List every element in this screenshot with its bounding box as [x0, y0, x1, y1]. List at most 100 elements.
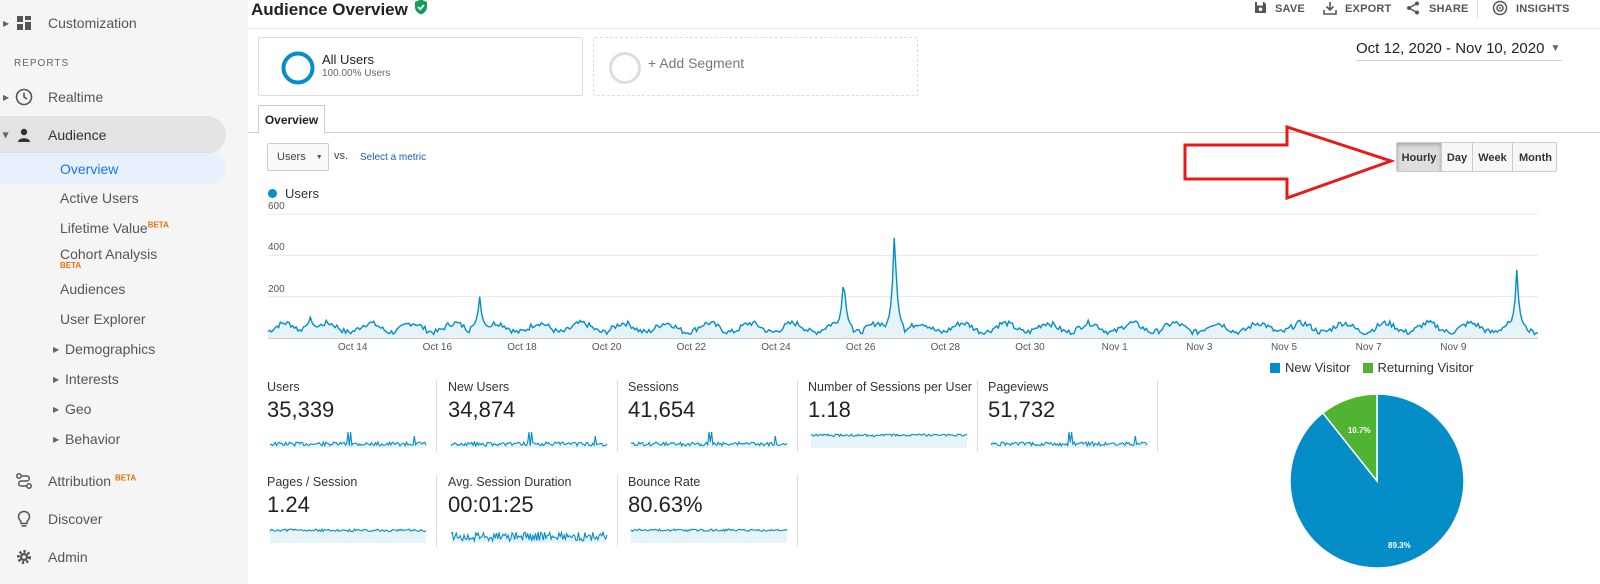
- export-label: EXPORT: [1345, 3, 1392, 15]
- sidebar-item-label: Cohort Analysis: [60, 246, 158, 262]
- floppy-disk-icon: [1254, 1, 1267, 17]
- date-range-underline: [1356, 60, 1562, 61]
- insights-icon: [1492, 0, 1508, 19]
- caret-right-icon: ▶: [53, 404, 60, 414]
- metric-label: Pageviews: [988, 380, 1049, 394]
- sidebar-item-label: Audiences: [60, 281, 126, 297]
- tab-overview[interactable]: Overview: [258, 105, 325, 133]
- metric-sparkline: [810, 433, 968, 448]
- sidebar-item-cohort-analysis[interactable]: Cohort Analysis BETA: [0, 240, 230, 276]
- metric-tile[interactable]: Bounce Rate 80.63%: [628, 475, 788, 545]
- sidebar-item-active-users[interactable]: Active Users: [0, 183, 230, 213]
- sidebar-item-label: Geo: [65, 401, 92, 417]
- metric-value: 80.63%: [628, 492, 703, 517]
- nav-discover[interactable]: Discover: [0, 502, 232, 536]
- verified-shield-icon: [414, 0, 428, 20]
- x-tick-label: Oct 30: [1015, 342, 1045, 353]
- x-tick-label: Oct 24: [761, 342, 791, 353]
- users-line-chart-svg: [267, 213, 1539, 339]
- attribution-text: Attribution: [48, 473, 112, 489]
- sidebar-item-overview[interactable]: Overview: [0, 153, 226, 184]
- metric-sparkline: [630, 431, 788, 448]
- red-arrow-annotation: [1183, 125, 1395, 201]
- caret-right-icon: ▶: [53, 374, 60, 384]
- save-button[interactable]: SAVE: [1254, 0, 1305, 18]
- nav-admin[interactable]: Admin: [0, 540, 232, 574]
- sidebar: ▶ Customization REPORTS ▶ Realtime ▶ Aud…: [0, 0, 248, 584]
- sparkline-fill: [270, 529, 426, 543]
- metric-value: 51,732: [988, 397, 1056, 422]
- metric-tile[interactable]: Pageviews 51,732: [988, 380, 1148, 450]
- x-tick-label: Oct 22: [676, 342, 707, 353]
- beta-badge: BETA: [60, 261, 82, 270]
- caret-right-icon: ▶: [53, 434, 60, 444]
- nav-customization-label: Customization: [48, 15, 137, 31]
- nav-audience[interactable]: ▶ Audience: [0, 116, 226, 154]
- month-button[interactable]: Month: [1513, 143, 1556, 171]
- segment-name: All Users: [322, 52, 375, 67]
- sidebar-item-interests[interactable]: ▶ Interests: [0, 364, 230, 394]
- nav-admin-label: Admin: [48, 549, 88, 565]
- legend-dot-icon: [268, 189, 277, 198]
- share-button[interactable]: SHARE: [1406, 0, 1469, 18]
- metric-tile[interactable]: Users 35,339: [267, 380, 427, 450]
- metric-select[interactable]: Users ▼: [267, 143, 329, 171]
- sidebar-item-demographics[interactable]: ▶ Demographics: [0, 334, 230, 364]
- pie-legend: New Visitor Returning Visitor: [1270, 360, 1473, 375]
- metric-separator: [1157, 380, 1158, 452]
- y-tick-label: 200: [268, 283, 285, 295]
- sidebar-item-behavior[interactable]: ▶ Behavior: [0, 424, 230, 454]
- sidebar-item-label: Demographics: [65, 341, 156, 357]
- segment-all-users[interactable]: All Users 100.00% Users: [258, 37, 583, 96]
- sparkline-line: [990, 431, 1148, 448]
- nav-discover-label: Discover: [48, 511, 103, 527]
- pie-slice-returning-visitor[interactable]: [1321, 393, 1378, 484]
- pie-slice-label: 10.7%: [1348, 426, 1371, 435]
- attribution-path-icon: [14, 471, 34, 491]
- metric-separator: [617, 380, 618, 452]
- metric-tile[interactable]: Number of Sessions per User 1.18: [808, 380, 972, 450]
- sidebar-item-user-explorer[interactable]: User Explorer: [0, 304, 230, 334]
- metric-value: 00:01:25: [448, 492, 534, 517]
- pie-legend-returning-visitor: Returning Visitor: [1377, 360, 1474, 375]
- empty-segment-ring-icon: [608, 51, 642, 90]
- hourly-button[interactable]: Hourly: [1397, 143, 1442, 171]
- nav-realtime[interactable]: ▶ Realtime: [0, 80, 232, 114]
- week-button[interactable]: Week: [1473, 143, 1513, 171]
- header-divider: [1477, 0, 1478, 18]
- sparkline-line: [269, 527, 427, 533]
- metric-value: 1.24: [267, 492, 310, 517]
- add-segment-button[interactable]: + Add Segment: [593, 37, 918, 96]
- nav-customization[interactable]: ▶ Customization: [0, 6, 232, 40]
- sidebar-item-geo[interactable]: ▶ Geo: [0, 394, 230, 424]
- sidebar-item-label: Lifetime ValueBETA: [60, 220, 169, 236]
- reports-heading: REPORTS: [14, 58, 70, 69]
- visitor-pie-chart: 89.3% 10.7%: [1289, 393, 1465, 569]
- users-line-chart: 600 400 200 Oct 14 Oct 16 Oct 18 Oct 20 Oct 22 O…: [248, 200, 1600, 360]
- sidebar-item-audiences[interactable]: Audiences: [0, 274, 230, 304]
- sidebar-item-label: Behavior: [65, 431, 121, 447]
- returning-visitor-swatch: [1362, 362, 1373, 373]
- metric-tile[interactable]: Avg. Session Duration 00:01:25: [448, 475, 608, 545]
- sidebar-item-lifetime-value[interactable]: Lifetime ValueBETA: [0, 213, 230, 243]
- caret-down-icon: ▶: [1, 131, 11, 139]
- date-range-picker[interactable]: Oct 12, 2020 - Nov 10, 2020 ▼: [1356, 40, 1560, 57]
- sparkline-fill: [811, 434, 967, 448]
- sidebar-item-label: Interests: [65, 371, 119, 387]
- insights-label: INSIGHTS: [1516, 3, 1570, 15]
- metric-tile[interactable]: New Users 34,874: [448, 380, 608, 450]
- select-metric-link[interactable]: Select a metric: [360, 152, 427, 163]
- save-label: SAVE: [1275, 3, 1305, 15]
- insights-button[interactable]: INSIGHTS: [1492, 0, 1570, 18]
- x-tick-label: Nov 1: [1101, 342, 1128, 353]
- share-icon: [1406, 1, 1420, 18]
- sparkline-line: [630, 431, 788, 448]
- metric-tile[interactable]: Sessions 41,654: [628, 380, 788, 450]
- sidebar-item-label: Active Users: [60, 190, 139, 206]
- export-button[interactable]: EXPORT: [1323, 0, 1391, 18]
- metric-tile[interactable]: Pages / Session 1.24: [267, 475, 427, 545]
- caret-right-icon: ▶: [3, 18, 10, 28]
- nav-attribution[interactable]: Attribution BETA: [0, 464, 232, 498]
- day-button[interactable]: Day: [1442, 143, 1473, 171]
- x-tick-label: Oct 20: [591, 342, 622, 353]
